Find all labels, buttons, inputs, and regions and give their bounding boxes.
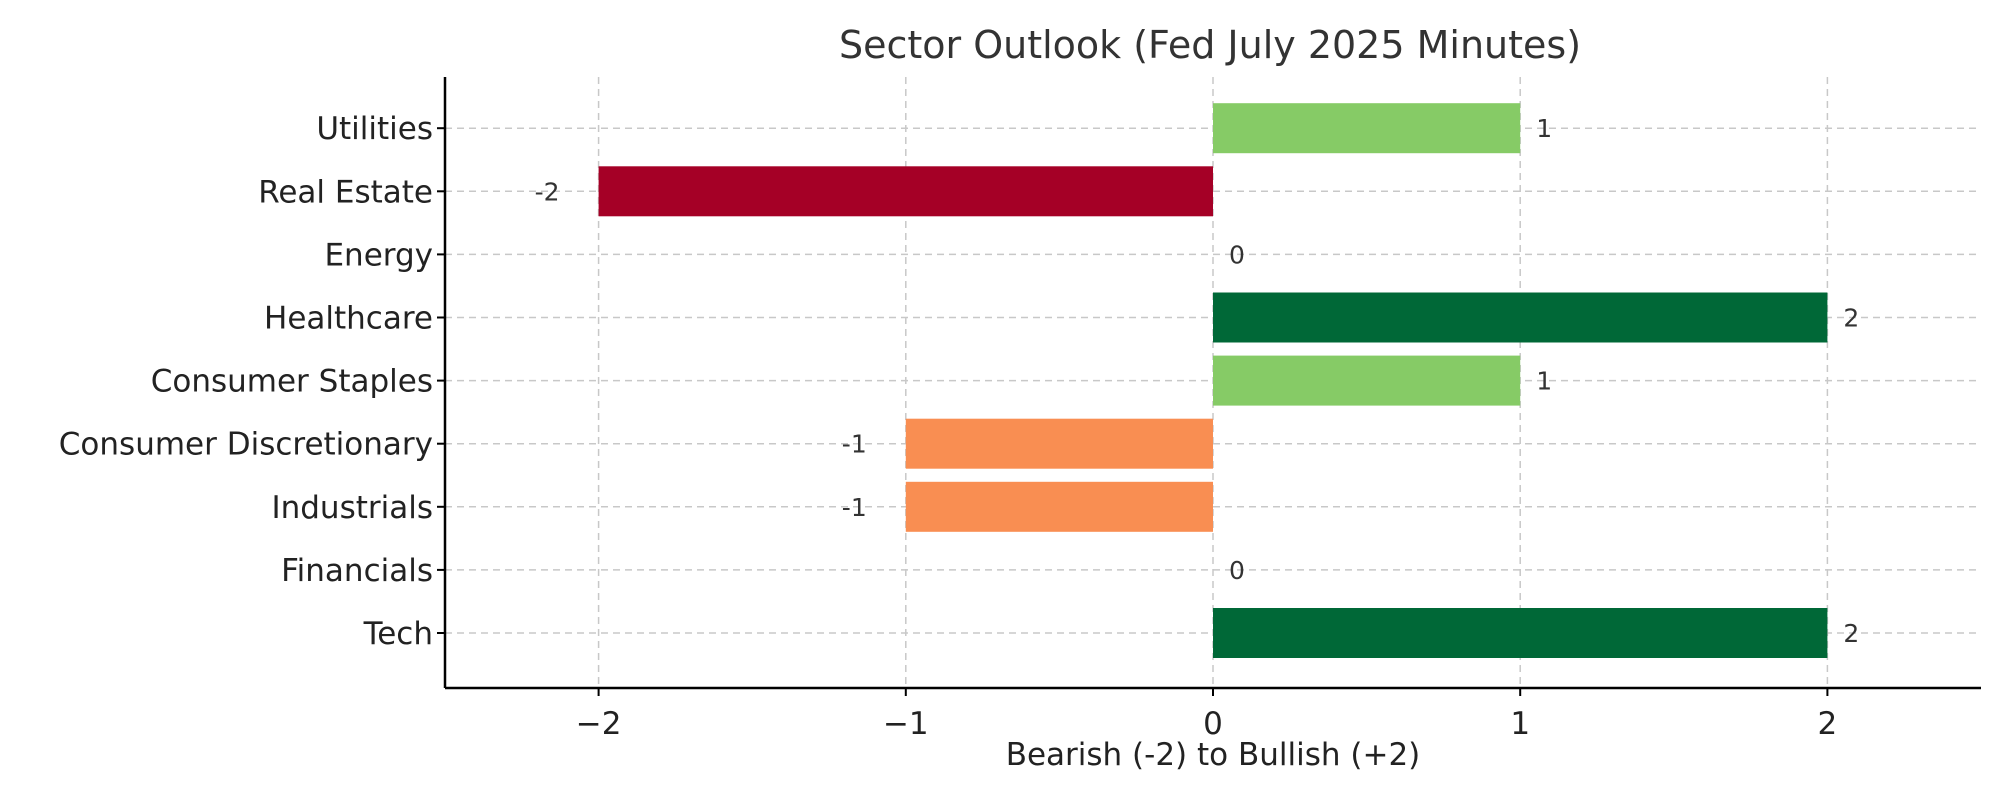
y-tick-label: Industrials bbox=[271, 490, 433, 526]
value-label: -1 bbox=[842, 493, 867, 522]
y-tick-label: Healthcare bbox=[264, 301, 433, 337]
x-tick-label: −1 bbox=[883, 706, 929, 742]
value-label: 0 bbox=[1229, 556, 1245, 585]
value-label: 1 bbox=[1536, 367, 1552, 396]
y-tick-layer: Tech Financials Industrials Consumer Discre… bbox=[59, 111, 445, 652]
bar-healthcare bbox=[1213, 292, 1828, 343]
y-tick-label: Utilities bbox=[316, 111, 433, 147]
value-label-layer: 2 0 -1 -1 1 2 0 -2 1 bbox=[535, 114, 1860, 648]
bar-consumer-staples bbox=[1213, 355, 1521, 406]
x-tick-label: 2 bbox=[1818, 706, 1838, 742]
value-label: 0 bbox=[1229, 240, 1245, 269]
x-tick-label: −2 bbox=[576, 706, 622, 742]
bar-real-estate bbox=[598, 166, 1213, 217]
x-tick-layer: −2 −1 0 1 2 bbox=[576, 688, 1838, 742]
value-label: -1 bbox=[842, 430, 867, 459]
y-tick-label: Consumer Discretionary bbox=[59, 427, 433, 463]
y-tick-label: Real Estate bbox=[258, 174, 433, 210]
value-label: 2 bbox=[1843, 304, 1859, 333]
chart-title: Sector Outlook (Fed July 2025 Minutes) bbox=[839, 23, 1581, 67]
y-tick-label: Tech bbox=[363, 616, 433, 652]
x-tick-label: 0 bbox=[1203, 706, 1223, 742]
value-label: 2 bbox=[1843, 619, 1859, 648]
bar-layer bbox=[598, 103, 1828, 658]
y-tick-label: Financials bbox=[281, 553, 433, 589]
y-tick-label: Consumer Staples bbox=[151, 364, 433, 400]
y-tick-label: Energy bbox=[324, 237, 433, 273]
x-axis-label: Bearish (-2) to Bullish (+2) bbox=[1006, 737, 1421, 773]
bar-tech bbox=[1213, 608, 1828, 658]
bar-consumer-discretionary bbox=[905, 418, 1213, 469]
value-label: 1 bbox=[1536, 114, 1552, 143]
x-tick-label: 1 bbox=[1510, 706, 1530, 742]
value-label: -2 bbox=[535, 177, 560, 206]
bar-utilities bbox=[1213, 103, 1521, 154]
bar-industrials bbox=[905, 481, 1213, 532]
